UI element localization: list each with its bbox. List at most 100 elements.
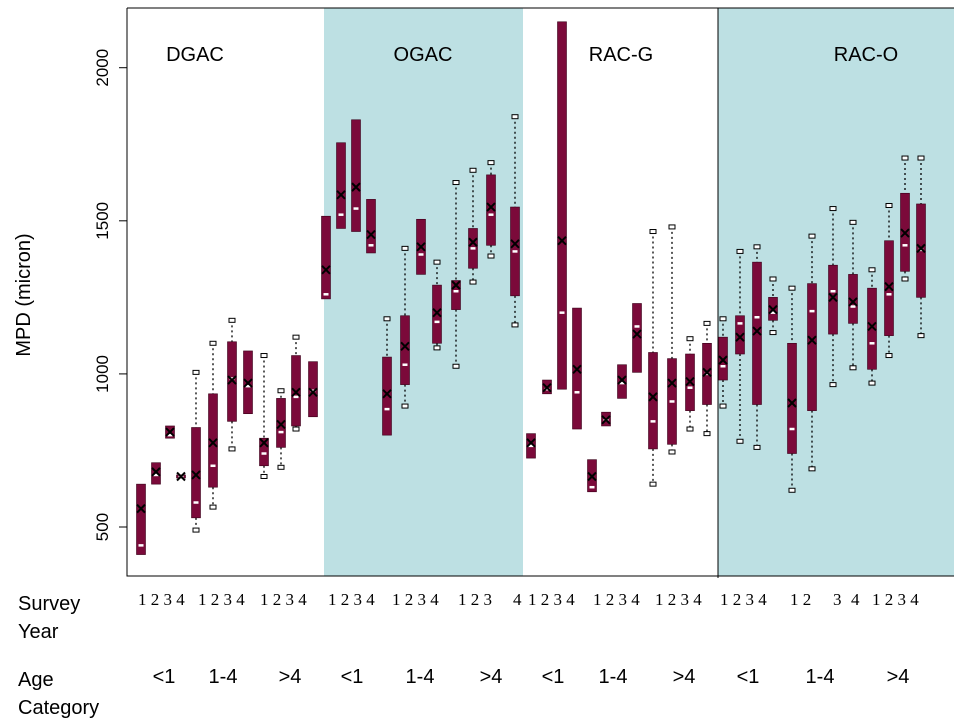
mean-mark <box>572 364 582 375</box>
box-ogac->4-y2 <box>468 167 478 285</box>
box-body <box>382 356 392 436</box>
age-category-label: Age Category <box>18 669 100 719</box>
mean-mark <box>807 335 817 345</box>
boxes <box>136 21 926 555</box>
lower-whisker-cap <box>719 403 727 409</box>
lower-whisker-cap <box>885 353 893 359</box>
box-rac-o-<1-y1 <box>718 316 728 409</box>
survey-year-ticks: 1 2 3 4 <box>528 590 575 609</box>
lower-whisker-cap <box>901 276 909 282</box>
mean-mark <box>243 378 253 388</box>
box-rac-g->4-y2 <box>667 224 677 455</box>
upper-whisker-cap <box>788 285 796 291</box>
box-body <box>351 119 361 232</box>
box-body <box>807 283 817 411</box>
box-rac-o-1-4-y1 <box>787 285 797 493</box>
box-body <box>718 336 728 381</box>
upper-whisker-cap <box>808 233 816 239</box>
box-body <box>557 21 567 390</box>
upper-whisker-cap <box>401 245 409 251</box>
upper-whisker-cap <box>686 336 694 342</box>
lower-whisker-cap <box>192 527 200 533</box>
lower-whisker-cap <box>769 330 777 336</box>
box-body <box>828 264 838 335</box>
mean-mark <box>176 471 186 482</box>
box-body <box>227 341 237 422</box>
upper-whisker-cap <box>277 388 285 394</box>
box-body <box>191 427 201 519</box>
mean-mark <box>208 438 218 448</box>
survey-year-ticks: 1 2 3 4 <box>328 590 375 609</box>
box-body <box>276 398 286 448</box>
box-body <box>321 215 331 300</box>
box-rac-g-1-4-y2 <box>601 411 611 427</box>
survey-year-ticks: 1 2 3 4 <box>720 590 767 609</box>
mean-mark <box>416 242 426 252</box>
upper-whisker-cap <box>719 316 727 322</box>
box-body <box>867 287 877 370</box>
age-category-tick: >4 <box>279 666 302 688</box>
upper-whisker-cap <box>433 259 441 265</box>
box-dgac-1-4-y1 <box>191 369 201 533</box>
box-ogac->4-y3 <box>486 160 496 259</box>
mean-mark <box>510 239 520 249</box>
age-category-tick: <1 <box>542 666 565 688</box>
box-body <box>400 315 410 385</box>
age-category-tick: 1-4 <box>806 666 835 688</box>
group-label-ogac: OGAC <box>394 44 453 66</box>
box-rac-o-1-4-y2 <box>807 233 817 472</box>
group-label-rac-g: RAC-G <box>589 44 653 66</box>
box-body <box>259 437 269 467</box>
survey-year-ticks: 4 <box>513 590 522 609</box>
box-rac-g-1-4-y3 <box>617 364 627 399</box>
mean-mark <box>227 375 237 385</box>
lower-whisker-cap <box>487 253 495 259</box>
y-axis-label: MPD (micron) <box>13 233 35 356</box>
mean-mark <box>432 307 442 318</box>
mean-mark <box>259 438 269 448</box>
age-category-tick: >4 <box>480 666 503 688</box>
upper-whisker-cap <box>487 160 495 166</box>
mean-mark <box>587 471 597 482</box>
axes-frame <box>126 7 954 577</box>
box-body <box>208 393 218 488</box>
mean-mark <box>718 355 728 365</box>
lower-whisker-cap <box>433 345 441 351</box>
box-ogac-1-4-y3 <box>416 218 426 275</box>
upper-whisker-cap <box>511 114 519 120</box>
survey-year-ticks: 1 2 3 4 <box>138 590 185 609</box>
box-body <box>136 483 146 555</box>
mean-mark <box>486 202 496 212</box>
y-tick-label-2000: 2000 <box>93 49 112 87</box>
box-rac-g-<1-y2 <box>542 379 552 395</box>
lower-whisker-cap <box>292 426 300 432</box>
box-rac-o-<1-y2 <box>735 248 745 444</box>
lower-whisker-cap <box>277 464 285 470</box>
upper-whisker-cap <box>736 248 744 254</box>
lower-whisker-cap <box>788 487 796 493</box>
lower-whisker-cap <box>469 279 477 285</box>
age-category-row-label: Age Category <box>18 666 108 722</box>
survey-year-label: Survey Year <box>18 593 81 643</box>
mean-mark <box>400 341 410 352</box>
survey-year-ticks: 1 2 3 4 <box>593 590 640 609</box>
lower-whisker-cap <box>228 446 236 452</box>
survey-year-ticks: 1 2 <box>790 590 811 609</box>
box-dgac-1-4-y3 <box>227 317 237 452</box>
mean-mark <box>321 265 331 275</box>
mean-mark <box>136 503 146 514</box>
upper-whisker-cap <box>292 334 300 340</box>
upper-whisker-cap <box>829 206 837 212</box>
box-dgac-<1-y4 <box>176 471 186 482</box>
mean-mark <box>468 237 478 247</box>
box-rac-g-<1-y4 <box>572 307 582 430</box>
mean-mark <box>632 329 642 339</box>
box-rac-g->4-y1 <box>648 229 658 487</box>
lower-whisker-cap <box>260 473 268 479</box>
box-ogac-1-4-y1 <box>382 316 392 436</box>
box-body <box>735 315 745 355</box>
y-axis: 500 1000 1500 2000 <box>93 49 127 541</box>
box-rac-o->4-y1 <box>867 267 877 386</box>
box-body <box>884 240 894 336</box>
